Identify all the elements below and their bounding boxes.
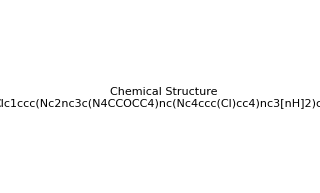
Text: Chemical Structure
Clc1ccc(Nc2nc3c(N4CCOCC4)nc(Nc4ccc(Cl)cc4)nc3[nH]2)cc1: Chemical Structure Clc1ccc(Nc2nc3c(N4CCO… <box>0 87 320 108</box>
